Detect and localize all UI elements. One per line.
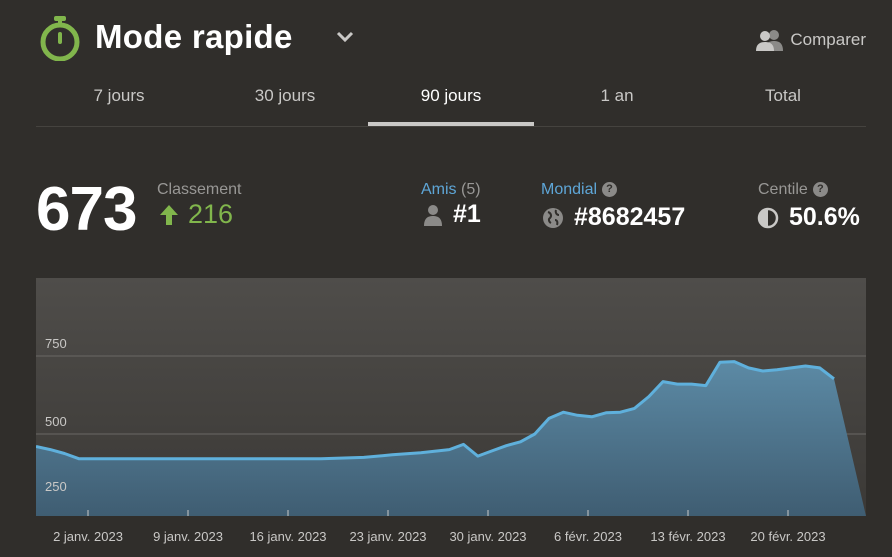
compare-label: Comparer: [790, 30, 866, 49]
mondial-rank: #8682457: [542, 203, 685, 232]
x-tick-label: 6 févr. 2023: [554, 529, 622, 544]
centile: 50.6%: [757, 203, 860, 232]
header: Mode rapide Comparer: [0, 0, 892, 72]
rating-chart-svg: 250 500 750 2 janv. 2023 9 janv. 2023 16 jan…: [35, 278, 866, 544]
centile-label-text: Centile: [758, 181, 808, 198]
globe-icon: [543, 207, 563, 228]
x-tick-label: 13 févr. 2023: [650, 529, 725, 544]
centile-label: Centile?: [758, 181, 828, 199]
centile-value: 50.6%: [789, 203, 860, 231]
mondial-label-text: Mondial: [541, 181, 598, 198]
tab-30-jours[interactable]: 30 jours: [254, 86, 316, 105]
x-tick-label: 9 janv. 2023: [153, 529, 223, 544]
help-icon[interactable]: ?: [812, 182, 828, 198]
rating-chart: 250 500 750 2 janv. 2023 9 janv. 2023 16 jan…: [35, 278, 866, 552]
amis-label-text: Amis: [421, 181, 457, 198]
users-icon: [756, 30, 784, 51]
x-tick-label: 30 janv. 2023: [449, 529, 526, 544]
classement-label: Classement: [157, 181, 242, 198]
amis-rank-value: #1: [453, 200, 481, 228]
compare-button[interactable]: Comparer: [756, 29, 866, 51]
help-icon[interactable]: ?: [602, 182, 618, 198]
amis-rank: #1: [423, 200, 481, 229]
mondial-label[interactable]: Mondial?: [541, 181, 618, 199]
x-tick-label: 23 janv. 2023: [349, 529, 426, 544]
arrow-up-icon: [160, 204, 178, 225]
period-tabs: 7 jours 30 jours 90 jours 1 an Total: [36, 76, 866, 127]
tab-total[interactable]: Total: [765, 86, 801, 105]
rating-change-value: 216: [188, 199, 234, 229]
x-tick-label: 20 févr. 2023: [750, 529, 825, 544]
rating-change: 216: [158, 199, 233, 230]
page-title: Mode rapide: [95, 18, 293, 55]
y-tick-label: 750: [45, 336, 67, 351]
tab-1-an[interactable]: 1 an: [600, 86, 634, 105]
rating-value: 673: [36, 175, 137, 244]
amis-label[interactable]: Amis (5): [421, 181, 481, 199]
mondial-rank-value: #8682457: [574, 203, 686, 231]
tab-90-jours[interactable]: 90 jours: [368, 76, 534, 126]
rating-line: [35, 360, 835, 461]
tab-7-jours[interactable]: 7 jours: [93, 86, 145, 105]
x-tick-label: 16 janv. 2023: [249, 529, 326, 544]
x-tick-label: 2 janv. 2023: [53, 529, 123, 544]
half-circle-icon: [757, 207, 779, 228]
y-tick-label: 500: [45, 414, 67, 429]
rating-area: [36, 361, 866, 516]
chevron-down-icon[interactable]: [336, 30, 354, 44]
user-icon: [424, 204, 442, 226]
y-tick-label: 250: [45, 479, 67, 494]
amis-count: (5): [461, 181, 481, 198]
stopwatch-icon: [40, 16, 80, 61]
